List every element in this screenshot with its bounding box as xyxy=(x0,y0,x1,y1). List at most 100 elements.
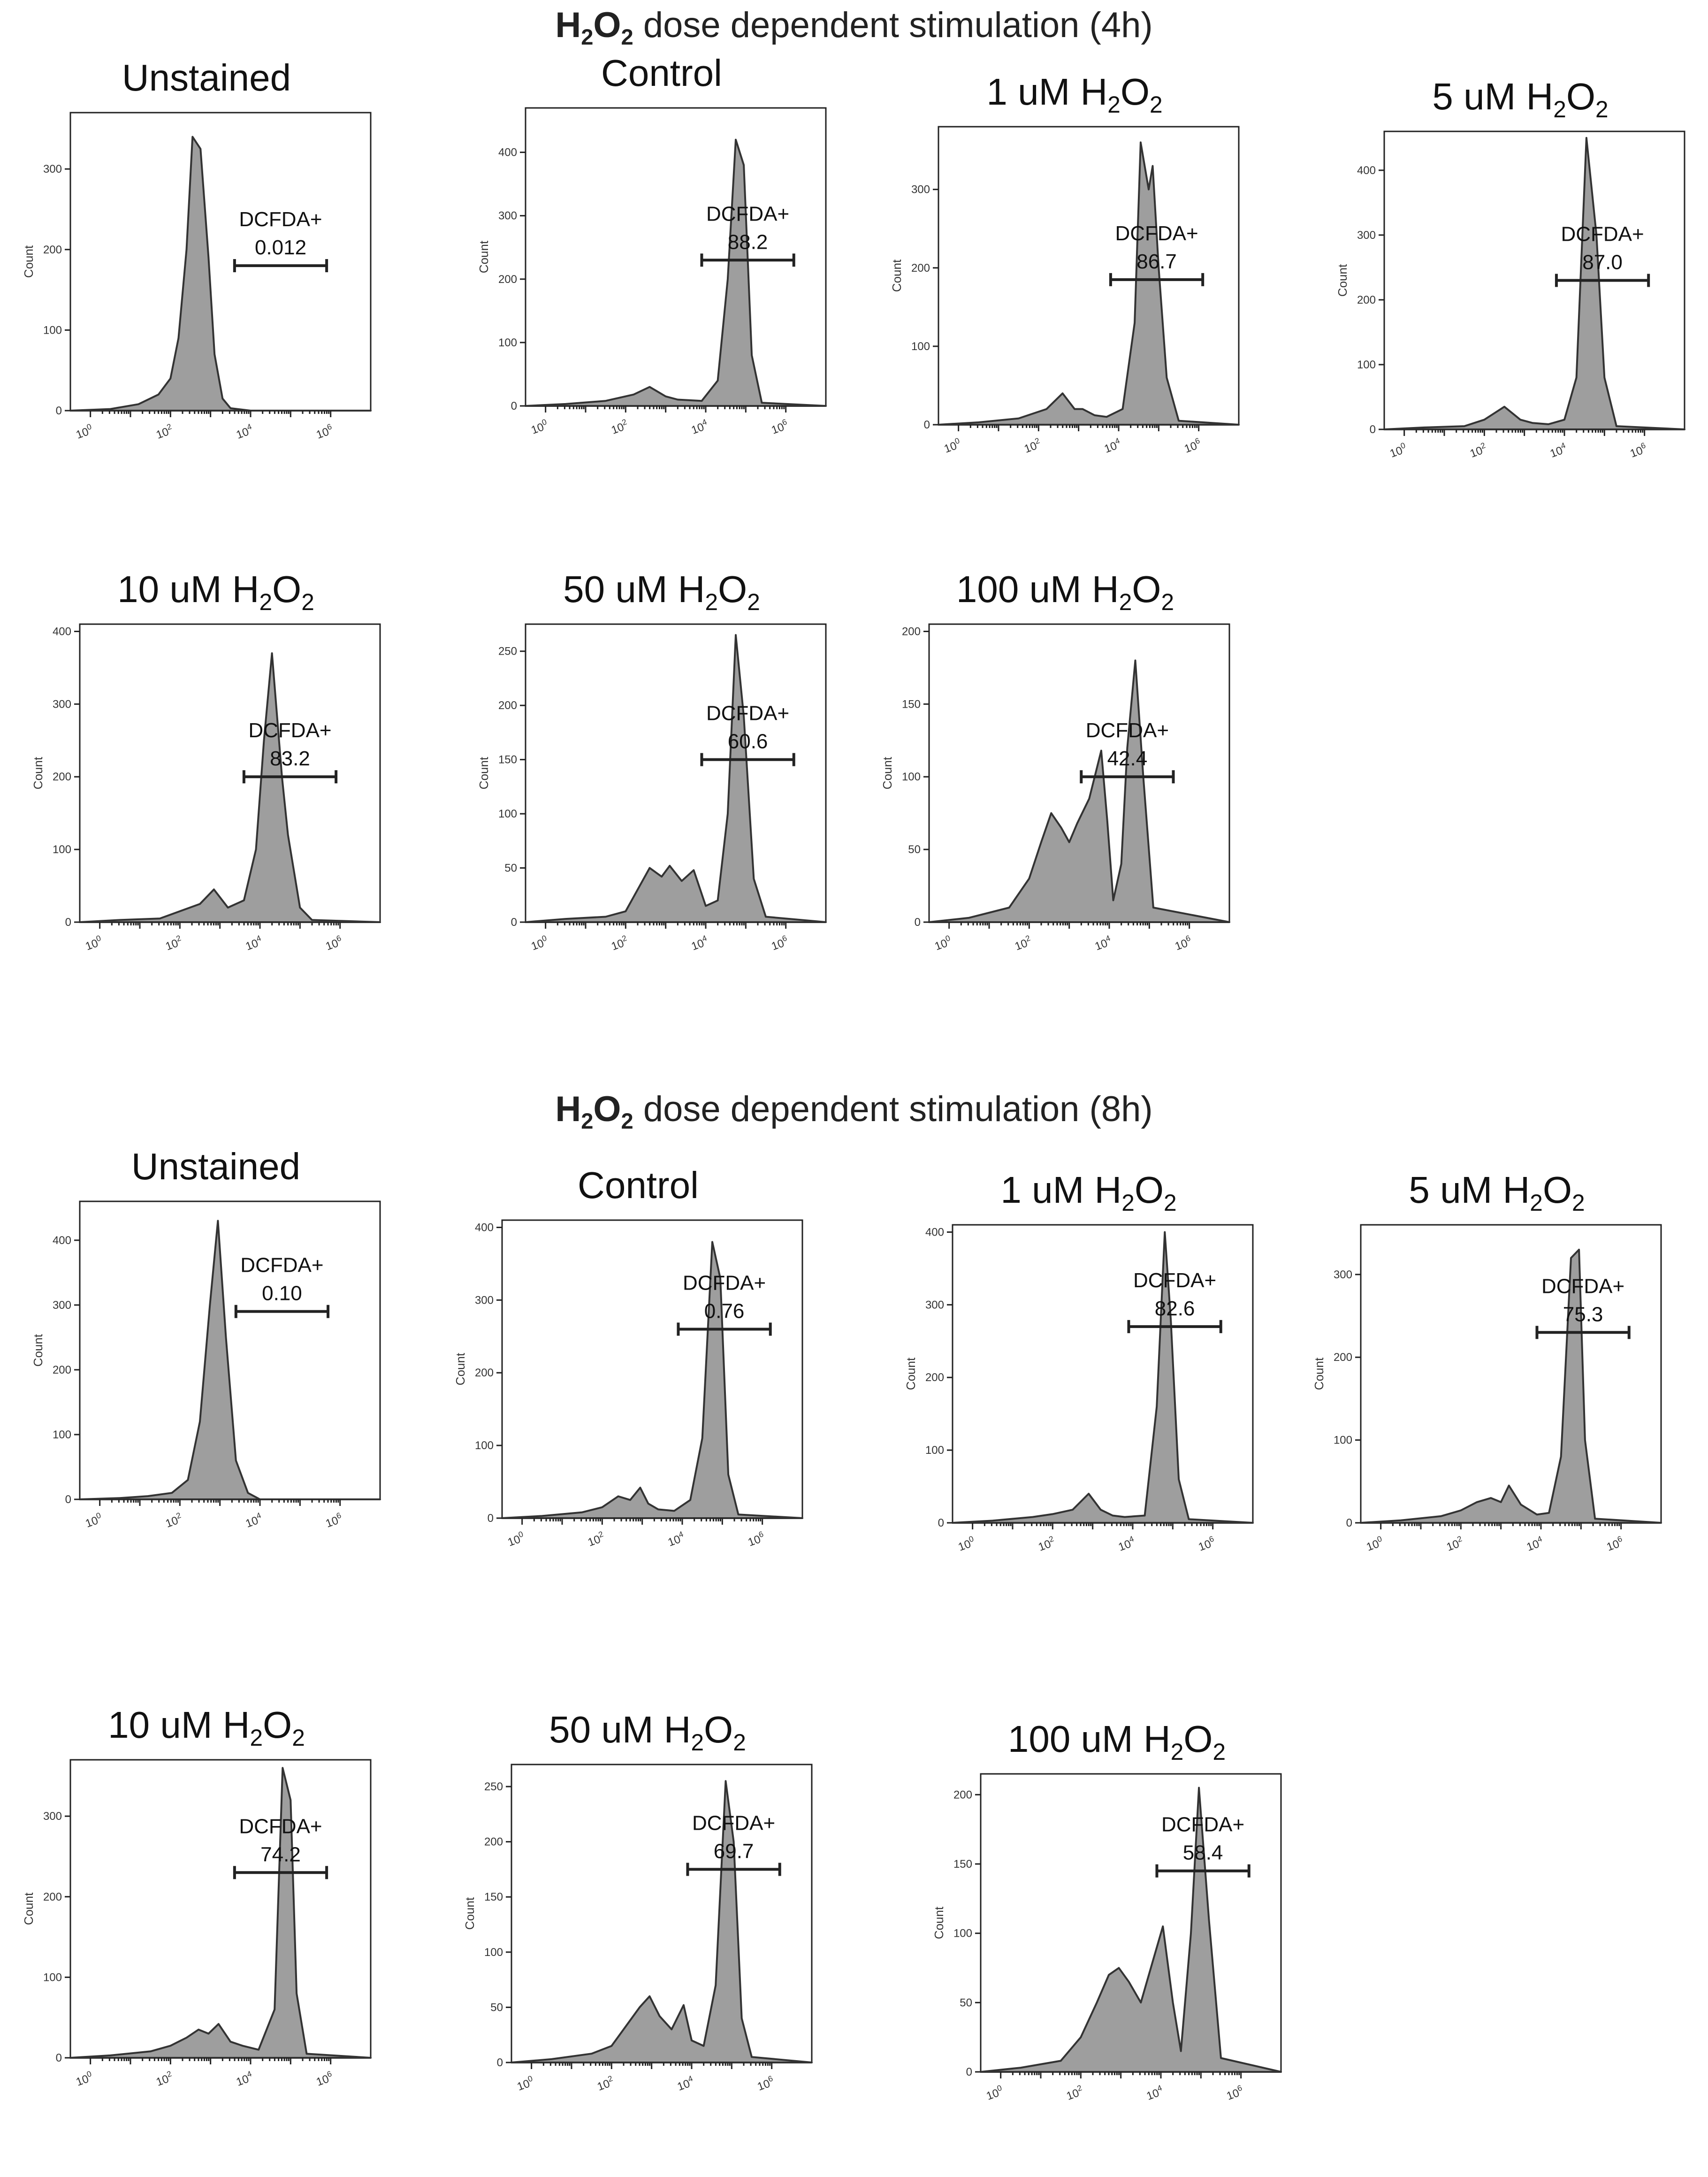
y-tick-label: 150 xyxy=(953,1858,972,1871)
x-tick-label: 100 xyxy=(83,1511,104,1530)
y-tick-label: 400 xyxy=(1357,164,1376,177)
y-tick-label: 100 xyxy=(43,1971,62,1984)
title-chem-formula: H2O2 xyxy=(1070,71,1163,118)
x-tick-label: 102 xyxy=(1064,2083,1085,2103)
y-tick-label: 100 xyxy=(498,808,517,820)
x-tick-label: 100 xyxy=(505,1529,526,1549)
x-tick-label: 100 xyxy=(83,933,104,953)
x-tick-label: 104 xyxy=(1524,1534,1545,1554)
x-tick-label: 106 xyxy=(323,1511,344,1530)
x-tick-label: 100 xyxy=(529,933,550,953)
title-chem-formula: H2O2 xyxy=(1492,1169,1585,1216)
y-axis-label: Count xyxy=(477,756,491,789)
histogram-panel: 5 uM H2O2 0 100 200 300 400 Count 100 102 104 106 8… xyxy=(1319,75,1694,481)
gate-value: 82.6 xyxy=(1155,1297,1195,1320)
y-tick-label: 100 xyxy=(902,771,921,783)
gate-value: 87.0 xyxy=(1582,251,1623,274)
gate-label: DCFDA+ xyxy=(239,1815,322,1838)
histogram-curve xyxy=(952,1231,1254,1524)
gate-value: 86.7 xyxy=(1136,250,1177,273)
x-tick-label: 106 xyxy=(314,2069,335,2089)
y-tick-label: 200 xyxy=(902,625,921,638)
x-tick-label: 104 xyxy=(665,1529,686,1549)
y-tick-label: 0 xyxy=(488,1512,494,1525)
y-tick-label: 400 xyxy=(498,146,517,159)
plot-frame xyxy=(79,623,381,923)
histogram-panel: 10 uM H2O2 0 100 200 300 400 Count 100 102 104 106… xyxy=(14,568,389,974)
y-tick-label: 200 xyxy=(498,699,517,712)
x-tick-label: 100 xyxy=(74,422,95,442)
gate-label: DCFDA+ xyxy=(1561,223,1644,246)
title-chem-formula: H2O2 xyxy=(1081,568,1174,615)
y-tick-label: 0 xyxy=(56,2052,62,2064)
y-tick-label: 100 xyxy=(484,1946,503,1959)
y-tick-label: 200 xyxy=(53,771,71,783)
histogram-curve xyxy=(511,1780,813,2063)
x-tick-label: 102 xyxy=(586,1529,607,1549)
panel-title: 100 uM H2O2 xyxy=(956,568,1174,615)
histogram-curve xyxy=(69,1767,372,2059)
y-tick-label: 0 xyxy=(915,916,921,929)
histogram-curve xyxy=(928,659,1230,923)
y-tick-label: 100 xyxy=(1357,359,1376,371)
y-tick-label: 0 xyxy=(938,1517,944,1529)
y-tick-label: 100 xyxy=(53,843,71,856)
histogram-panel: Control 0 100 200 300 400 Count 100 102 104 106 88.… xyxy=(460,52,835,458)
y-axis-label: Count xyxy=(31,1334,45,1367)
x-tick-label: 104 xyxy=(1102,436,1123,456)
x-tick-label: 100 xyxy=(956,1534,977,1554)
histogram-plot: 0 50 100 150 200 Count 100 102 104 106 58.4 DCFDA+ xyxy=(932,1773,1282,2103)
y-axis-label: Count xyxy=(880,756,894,789)
gate-label: DCFDA+ xyxy=(1115,222,1198,245)
histogram-plot: 0 100 200 300 Count 100 102 104 106 75.3 DCFDA+ xyxy=(1312,1224,1662,1554)
y-tick-label: 50 xyxy=(960,1996,972,2009)
title-chem-formula: H2O2 xyxy=(221,568,314,615)
y-tick-label: 0 xyxy=(924,419,930,431)
gate-label: DCFDA+ xyxy=(248,719,331,742)
histogram-plot: 0 50 100 150 200 Count 100 102 104 106 42.4 DCFDA+ xyxy=(880,623,1230,953)
panel-title: Unstained xyxy=(131,1146,301,1187)
x-tick-label: 104 xyxy=(1116,1534,1137,1554)
title-chem-formula: H2O2 xyxy=(653,1709,746,1756)
gate-value: 75.3 xyxy=(1563,1303,1603,1326)
y-tick-label: 200 xyxy=(53,1364,71,1376)
section-chem-formula: H2O2 xyxy=(555,1089,633,1134)
section-title-text: dose dependent stimulation (4h) xyxy=(633,5,1153,45)
panel-title: 10 uM H2O2 xyxy=(117,568,314,615)
x-tick-label: 104 xyxy=(689,417,710,437)
x-tick-label: 104 xyxy=(1092,933,1113,953)
y-tick-label: 200 xyxy=(475,1367,494,1379)
histogram-panel: 50 uM H2O2 0 50 100 150 200 250 Count 100 102 104 1… xyxy=(446,1708,821,2114)
gate-value: 0.10 xyxy=(262,1282,302,1305)
histogram-curve xyxy=(980,1787,1282,2073)
y-tick-label: 200 xyxy=(1334,1351,1352,1364)
y-tick-label: 300 xyxy=(43,163,62,176)
y-axis-label: Count xyxy=(932,1906,946,1939)
panel-title: 50 uM H2O2 xyxy=(549,1709,746,1756)
x-tick-label: 106 xyxy=(1196,1534,1217,1554)
panel-title: 5 uM H2O2 xyxy=(1409,1169,1585,1216)
x-tick-label: 106 xyxy=(1604,1534,1625,1554)
panel-title: 5 uM H2O2 xyxy=(1432,76,1609,122)
panel-title: 1 uM H2O2 xyxy=(986,71,1163,118)
y-tick-label: 300 xyxy=(1334,1268,1352,1281)
y-axis-label: Count xyxy=(453,1352,467,1385)
histogram-panel: 100 uM H2O2 0 50 100 150 200 Count 100 102 104 106… xyxy=(863,568,1239,974)
histogram-plot: 0 100 200 300 400 Count 100 102 104 106 82.6 DCFDA+ xyxy=(904,1224,1254,1554)
plot-frame xyxy=(938,126,1240,426)
x-tick-label: 104 xyxy=(1548,441,1569,460)
y-axis-label: Count xyxy=(1335,264,1350,297)
x-tick-label: 106 xyxy=(769,417,790,437)
x-tick-label: 102 xyxy=(609,417,630,437)
y-axis-label: Count xyxy=(477,240,491,273)
y-tick-label: 250 xyxy=(498,645,517,658)
x-tick-label: 104 xyxy=(675,2074,696,2093)
plot-frame xyxy=(501,1219,803,1519)
panel-title: 1 uM H2O2 xyxy=(1000,1169,1177,1216)
histogram-plot: 0 100 200 300 400 Count 100 102 104 106 83.2 DCFDA+ xyxy=(31,623,381,953)
histogram-plot: 0 100 200 300 400 Count 100 102 104 106 88.2 DCFDA+ xyxy=(477,107,827,437)
x-tick-label: 102 xyxy=(163,933,184,953)
section-title-4h: H2O2 dose dependent stimulation (4h) xyxy=(0,5,1708,50)
y-tick-label: 300 xyxy=(53,698,71,710)
x-tick-label: 100 xyxy=(1388,441,1409,460)
